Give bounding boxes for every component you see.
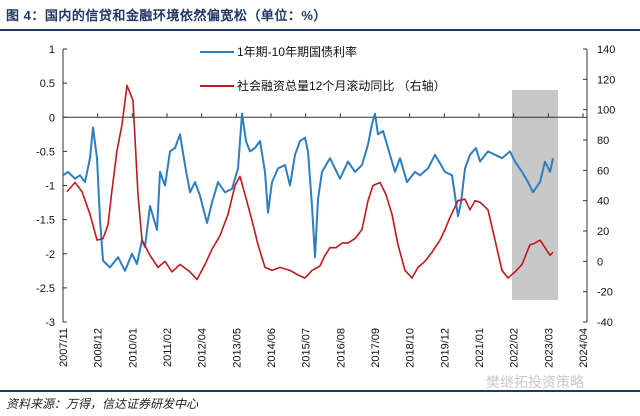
x-tick-label: 2012/04 xyxy=(197,328,209,368)
right-tick-label: 140 xyxy=(597,44,615,56)
x-tick-label: 2024/04 xyxy=(578,328,590,368)
chart-title: 图 4：国内的信贷和金融环境依然偏宽松（单位：%） xyxy=(6,8,327,23)
x-tick-label: 2016/08 xyxy=(335,328,347,368)
right-tick-label: 0 xyxy=(597,256,603,268)
right-tick-label: 80 xyxy=(597,135,609,147)
x-tick-label: 2023/03 xyxy=(543,328,555,368)
series-bond-spread xyxy=(62,112,554,272)
x-tick-label: 2022/02 xyxy=(509,328,521,368)
x-tick-label: 2015/07 xyxy=(301,328,313,368)
left-tick-label: -1 xyxy=(45,181,55,193)
right-tick-label: 100 xyxy=(597,105,615,117)
right-tick-label: 40 xyxy=(597,196,609,208)
x-tick-label: 2018/10 xyxy=(405,328,417,368)
footer-rule xyxy=(0,390,640,392)
right-tick-label: 20 xyxy=(597,226,609,238)
right-tick-label: -40 xyxy=(597,317,613,329)
x-tick-label: 2008/12 xyxy=(93,328,105,368)
left-tick-label: 0.5 xyxy=(40,78,55,90)
left-tick-label: -3 xyxy=(45,317,55,329)
x-tick-label: 2021/01 xyxy=(474,328,486,368)
left-tick-label: 1 xyxy=(49,44,55,56)
right-tick-label: -20 xyxy=(597,287,613,299)
left-tick-label: -2.5 xyxy=(36,283,55,295)
x-tick-label: 2013/05 xyxy=(231,328,243,368)
series-tsf-growth xyxy=(66,84,554,281)
x-tick-label: 2007/11 xyxy=(58,328,70,367)
right-tick-label: 120 xyxy=(597,74,615,86)
watermark: 樊继拓投资策略 xyxy=(486,374,584,390)
x-tick-label: 2014/06 xyxy=(266,328,278,368)
right-tick-label: 60 xyxy=(597,165,609,177)
source-note: 资料来源：万得，信达证券研发中心 xyxy=(6,397,199,411)
left-tick-label: -2 xyxy=(45,249,55,261)
left-tick-label: -1.5 xyxy=(36,215,55,227)
x-tick-label: 2019/12 xyxy=(439,328,451,368)
left-tick-label: -0.5 xyxy=(36,146,55,158)
title-rule xyxy=(0,29,640,31)
legend-label: 社会融资总量12个月滚动同比 （右轴） xyxy=(237,78,446,93)
left-tick-label: 0 xyxy=(49,112,55,124)
x-tick-label: 2011/02 xyxy=(162,328,174,367)
x-tick-label: 2010/01 xyxy=(127,328,139,368)
legend-label: 1年期-10年期国债利率 xyxy=(237,44,357,59)
highlight-region xyxy=(512,90,558,300)
x-tick-label: 2017/09 xyxy=(370,328,382,368)
